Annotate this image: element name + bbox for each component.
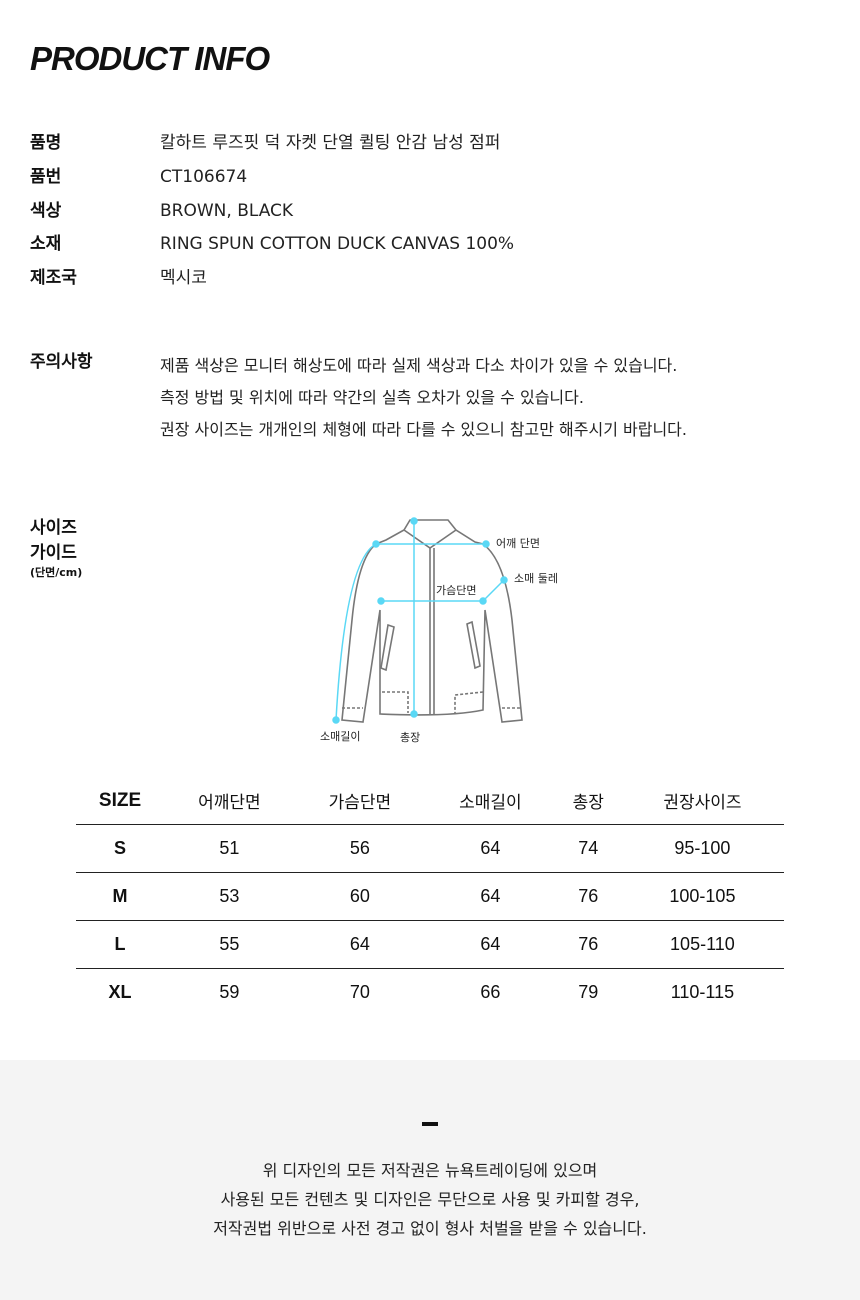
note-line: 권장 사이즈는 개개인의 체형에 따라 다를 수 있으니 참고만 해주시기 바랍…: [160, 420, 687, 439]
col-header: 총장: [555, 778, 621, 825]
table-row: M 53 60 64 76 100-105: [76, 872, 784, 921]
info-label: 색상: [30, 201, 62, 221]
size-guide-label: 사이즈 가이드 (단면/cm): [30, 516, 82, 580]
col-header: SIZE: [76, 778, 165, 825]
info-value: CT106674: [160, 167, 248, 187]
table-cell: 70: [349, 981, 370, 1002]
footer-line: 위 디자인의 모든 저작권은 뉴욕트레이딩에 있으며: [262, 1161, 598, 1180]
size-table: SIZE 어깨단면 가슴단면 소매길이 총장 권장사이즈 S 51 56 64 74 95…: [76, 778, 784, 1016]
table-cell: L: [76, 920, 165, 969]
info-label: 소재: [30, 234, 62, 254]
label-sleeve-length: 소매길이: [320, 730, 360, 743]
table-cell: 76: [555, 872, 621, 921]
table-cell: 64: [425, 824, 556, 873]
table-cell: 74: [555, 824, 621, 873]
table-cell: 55: [164, 920, 295, 969]
table-cell: 53: [164, 872, 295, 921]
table-cell: 60: [294, 872, 426, 921]
page-title: PRODUCT INFO: [30, 40, 270, 77]
jacket-diagram: 어깨 단면 소매 둘레 가슴단면 소매길이 총장: [320, 517, 558, 744]
table-cell: 59: [219, 981, 240, 1002]
info-label: 품번: [30, 167, 62, 187]
table-cell: 66: [480, 981, 501, 1002]
col-header: 가슴단면: [294, 778, 426, 825]
note-line: 측정 방법 및 위치에 따라 약간의 실측 오차가 있을 수 있습니다.: [160, 388, 584, 407]
label-total: 총장: [400, 731, 420, 744]
label-shoulder: 어깨 단면: [496, 537, 540, 550]
table-header-row: SIZE 어깨단면 가슴단면 소매길이 총장 권장사이즈: [76, 778, 784, 825]
table-cell: 64: [425, 872, 556, 921]
table-cell: M: [76, 872, 165, 921]
footer-line: 저작권법 위반으로 사전 경고 없이 형사 처벌을 받을 수 있습니다.: [213, 1219, 647, 1238]
table-row: L 55 64 64 76 105-110: [76, 920, 784, 969]
col-header: 권장사이즈: [620, 778, 784, 825]
table-cell: XL: [108, 981, 132, 1002]
table-cell: 100-105: [620, 872, 784, 921]
size-guide-unit: (단면/cm): [30, 566, 83, 579]
info-value: RING SPUN COTTON DUCK CANVAS 100%: [160, 234, 515, 254]
table-cell: 105-110: [620, 920, 784, 969]
table-cell: 79: [578, 981, 599, 1002]
copyright-footer: 위 디자인의 모든 저작권은 뉴욕트레이딩에 있으며 사용된 모든 컨텐츠 및 …: [0, 1060, 860, 1300]
col-header: 어깨단면: [164, 778, 295, 825]
footer-line: 사용된 모든 컨텐츠 및 디자인은 무단으로 사용 및 카피할 경우,: [220, 1190, 640, 1209]
label-chest: 가슴단면: [436, 584, 476, 597]
info-value: BROWN, BLACK: [160, 201, 294, 221]
table-cell: S: [76, 824, 165, 873]
table-row: S 51 56 64 74 95-100: [76, 824, 784, 873]
table-row: XL 59 70 66 79 110-115: [76, 968, 784, 1016]
size-guide-label-1: 사이즈: [30, 518, 77, 538]
table-cell: 76: [555, 920, 621, 969]
table-cell: 64: [294, 920, 426, 969]
table-cell: 64: [425, 920, 556, 969]
col-header: 소매길이: [425, 778, 556, 825]
table-cell: 56: [294, 824, 426, 873]
info-value: 멕시코: [160, 268, 207, 288]
info-label: 제조국: [30, 268, 77, 288]
note-line: 제품 색상은 모니터 해상도에 따라 실제 색상과 다소 차이가 있을 수 있습…: [160, 356, 678, 375]
table-cell: 95-100: [620, 824, 784, 873]
notes-list: 제품 색상은 모니터 해상도에 따라 실제 색상과 다소 차이가 있을 수 있습…: [160, 350, 687, 446]
size-guide-label-2: 가이드: [30, 543, 77, 563]
label-sleeve-round: 소매 둘레: [514, 572, 558, 585]
divider-dash: [422, 1122, 438, 1126]
notes-label: 주의사항: [30, 352, 93, 372]
table-cell: 51: [164, 824, 295, 873]
info-value: 칼하트 루즈핏 덕 자켓 단열 퀼팅 안감 남성 점퍼: [160, 133, 501, 153]
table-cell: 110-115: [670, 981, 735, 1002]
info-label: 품명: [30, 133, 62, 153]
